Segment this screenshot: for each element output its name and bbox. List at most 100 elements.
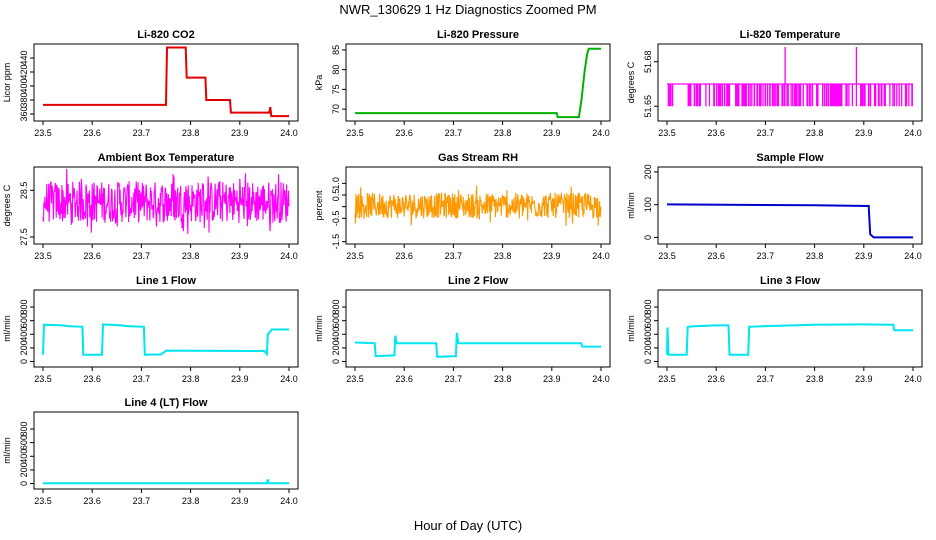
panel-title: Li-820 Pressure	[437, 29, 519, 41]
y-tick-label: 0	[643, 359, 653, 364]
x-tick-label: 23.9	[543, 128, 561, 138]
y-tick-label: 420	[19, 64, 29, 79]
x-tick-label: 23.9	[855, 374, 873, 384]
panel-title: Li-820 CO2	[137, 29, 194, 41]
series	[354, 185, 602, 226]
x-tick-label: 23.7	[133, 251, 151, 261]
x-tick-label: 23.6	[395, 128, 413, 138]
y-tick-label: 0	[331, 359, 341, 364]
plot-frame	[33, 289, 299, 368]
x-tick-label: 23.6	[707, 251, 725, 261]
x-tick-label: 23.7	[133, 374, 151, 384]
x-tick-label: 24.0	[280, 251, 298, 261]
series-line	[43, 479, 289, 485]
x-tick-label: 23.5	[34, 128, 52, 138]
x-tick-label: 23.5	[658, 374, 676, 384]
x-tick-label: 23.9	[855, 128, 873, 138]
y-tick-label: 440	[19, 50, 29, 65]
x-tick-label: 23.8	[182, 128, 200, 138]
panel-sample-flow: Sample Flow ml/min 23.5 23.6 23.7 23.8 23.9 24.…	[626, 152, 923, 261]
y-tick-label: 600	[643, 313, 653, 328]
panel-line-1-flow: Line 1 Flow ml/min 23.5 23.6 23.7 23.8 23.9 24.…	[2, 275, 299, 384]
y-tick-label: 400	[331, 327, 341, 342]
x-tick-label: 23.7	[133, 496, 151, 506]
y-tick-label: 400	[19, 449, 29, 464]
y-axis-label: degrees C	[2, 184, 12, 226]
panel-line-4-lt-flow: Line 4 (LT) Flow ml/min 23.5 23.6 23.7 23.8 23…	[2, 397, 299, 506]
x-tick-label: 23.5	[34, 251, 52, 261]
series-line	[354, 185, 602, 226]
y-axis-label: ml/min	[2, 437, 12, 464]
panel-title: Sample Flow	[756, 152, 824, 164]
x-tick-label: 23.8	[494, 374, 512, 384]
x-tick-label: 23.8	[182, 496, 200, 506]
x-tick-label: 23.6	[707, 128, 725, 138]
x-tick-label: 23.8	[806, 128, 824, 138]
series-line	[43, 46, 289, 118]
x-tick-label: 23.7	[133, 128, 151, 138]
x-tick-label: 23.7	[757, 251, 775, 261]
plot-frame	[33, 411, 299, 490]
y-tick-label: 400	[19, 78, 29, 93]
x-tick-label: 23.8	[182, 374, 200, 384]
series-line	[667, 47, 913, 107]
y-tick-label: -0.5	[331, 211, 341, 227]
y-tick-label: 0	[19, 359, 29, 364]
series	[667, 47, 913, 107]
x-tick-label: 24.0	[904, 128, 922, 138]
x-tick-label: 23.8	[806, 251, 824, 261]
panel-title: Line 3 Flow	[760, 275, 820, 287]
x-tick-label: 23.7	[445, 128, 463, 138]
plot-frame	[345, 289, 611, 368]
y-tick-label: 27.5	[19, 228, 29, 246]
x-tick-label: 23.6	[83, 128, 101, 138]
y-tick-label: 800	[643, 300, 653, 315]
x-tick-label: 23.6	[83, 496, 101, 506]
y-tick-label: 800	[19, 300, 29, 315]
x-tick-label: 23.7	[757, 374, 775, 384]
x-tick-label: 24.0	[280, 496, 298, 506]
y-tick-label: 200	[643, 164, 653, 179]
panel-li-820-temperature: Li-820 Temperature degrees C 23.5 23.6 23.7 2…	[626, 29, 923, 138]
y-tick-label: 200	[19, 340, 29, 355]
y-tick-label: 51.65	[643, 95, 653, 118]
panel-title: Line 4 (LT) Flow	[125, 397, 208, 409]
x-tick-label: 23.5	[658, 128, 676, 138]
y-tick-label: 80	[331, 65, 341, 75]
y-tick-label: 600	[19, 435, 29, 450]
series	[42, 323, 289, 357]
y-tick-label: 800	[331, 300, 341, 315]
x-tick-label: 23.9	[855, 251, 873, 261]
y-axis-label: kPa	[314, 75, 324, 91]
plot-frame	[33, 43, 299, 122]
x-tick-label: 23.5	[658, 251, 676, 261]
y-tick-label: 200	[331, 340, 341, 355]
y-tick-label: 70	[331, 104, 341, 114]
series-line	[666, 323, 913, 356]
x-tick-label: 23.5	[346, 374, 364, 384]
x-tick-label: 23.6	[83, 374, 101, 384]
x-tick-label: 23.6	[395, 251, 413, 261]
y-tick-label: 75	[331, 84, 341, 94]
panel-li-820-pressure: Li-820 Pressure kPa 23.5 23.6 23.7 23.8 23.9 24…	[314, 29, 611, 138]
x-tick-label: 23.9	[231, 496, 249, 506]
series	[42, 168, 290, 234]
y-axis-label: ml/min	[2, 315, 12, 342]
y-tick-label: 380	[19, 92, 29, 107]
y-tick-label: 200	[19, 462, 29, 477]
panel-title: Gas Stream RH	[438, 152, 518, 164]
x-tick-label: 23.9	[231, 128, 249, 138]
x-tick-label: 23.8	[182, 251, 200, 261]
x-tick-label: 23.7	[757, 128, 775, 138]
y-tick-label: 51.68	[643, 51, 653, 74]
panel-title: Li-820 Temperature	[740, 29, 841, 41]
series	[43, 479, 289, 485]
y-tick-label: 200	[643, 340, 653, 355]
series	[666, 203, 913, 239]
x-tick-label: 23.5	[34, 374, 52, 384]
y-axis-label: degrees C	[626, 61, 636, 103]
plot-frame	[657, 166, 923, 245]
series-line	[42, 323, 289, 357]
panel-ambient-box-temperature: Ambient Box Temperature degrees C 23.5 23.6…	[2, 152, 299, 261]
